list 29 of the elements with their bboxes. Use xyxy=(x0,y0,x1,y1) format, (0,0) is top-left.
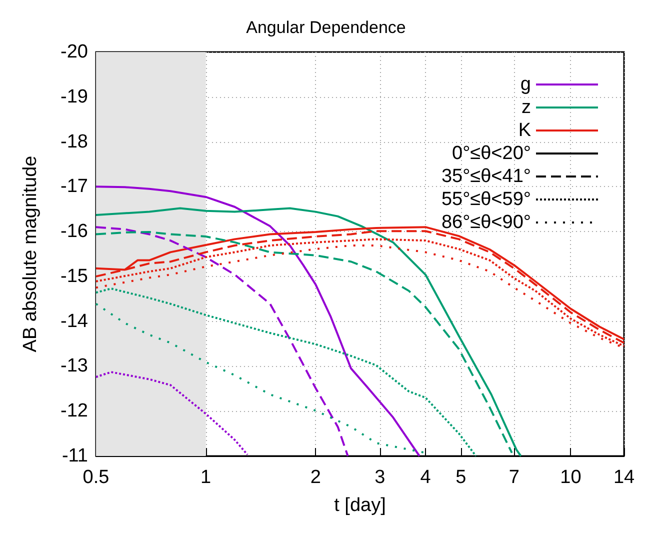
y-tick-label: -15 xyxy=(60,266,88,287)
y-tick-label: -11 xyxy=(62,446,88,466)
y-axis-title: AB absolute magnitude xyxy=(20,156,41,352)
y-tick-label: -13 xyxy=(60,356,88,377)
x-tick-label: 3 xyxy=(374,467,386,488)
x-tick-label: 4 xyxy=(420,467,432,488)
x-axis-title: t [day] xyxy=(334,495,386,516)
y-tick-label: -18 xyxy=(60,131,88,152)
y-tick-label: -19 xyxy=(60,86,88,108)
x-tick-label: 14 xyxy=(613,467,635,488)
chart-title: Angular Dependence xyxy=(246,18,406,37)
legend-label: g xyxy=(520,74,531,95)
x-tick-label: 5 xyxy=(456,467,466,488)
legend-label: z xyxy=(522,97,531,118)
legend-label: K xyxy=(518,120,532,141)
legend-label: 0°≤θ<20° xyxy=(452,143,531,164)
x-tick-label: 0.5 xyxy=(82,467,110,488)
y-tick-label: -17 xyxy=(60,176,88,198)
x-tick-label: 7 xyxy=(508,467,520,488)
x-tick-label: 2 xyxy=(310,467,321,488)
y-tick-label: -20 xyxy=(60,42,88,62)
legend-label: 35°≤θ<41° xyxy=(441,166,531,187)
x-tick-label: 10 xyxy=(560,467,582,488)
legend-label: 86°≤θ<90° xyxy=(441,212,531,233)
legend-label: 55°≤θ<59° xyxy=(441,189,531,210)
x-tick-label: 1 xyxy=(200,467,212,488)
y-tick-label: -16 xyxy=(60,221,88,242)
y-tick-label: -14 xyxy=(60,310,88,332)
y-tick-label: -12 xyxy=(60,400,88,422)
